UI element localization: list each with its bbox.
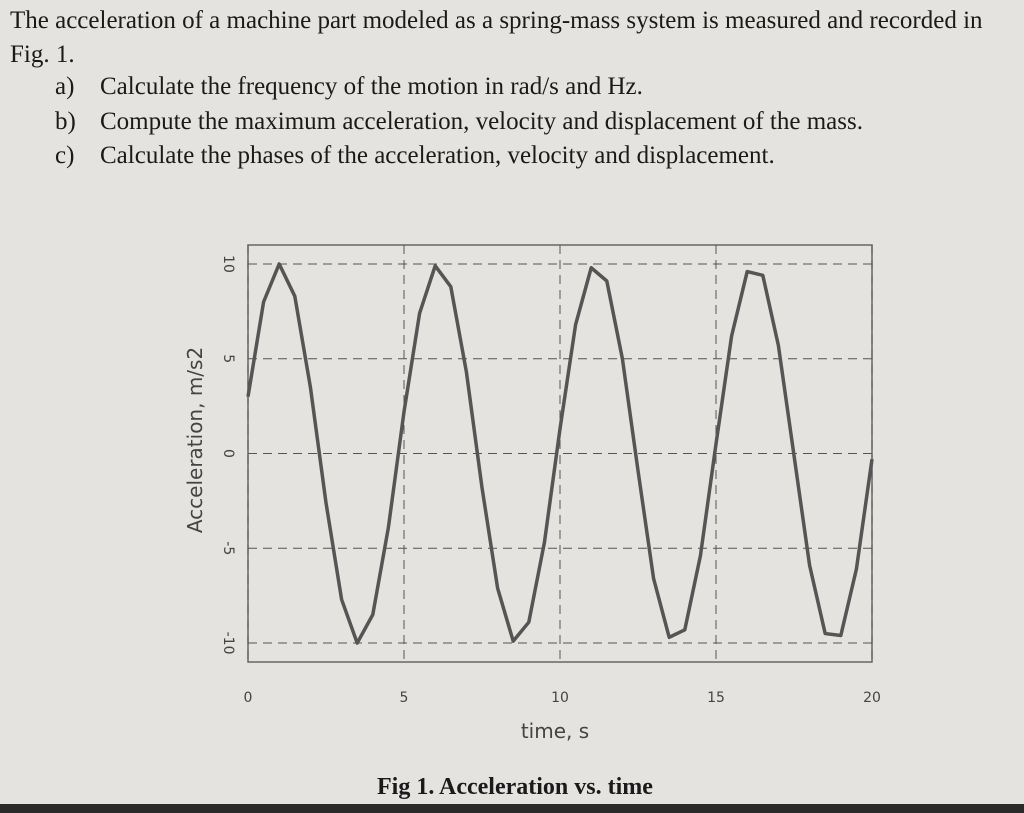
x-axis-label: time, s — [521, 719, 589, 743]
bottom-edge — [0, 804, 1024, 813]
part-label: b) — [55, 108, 76, 135]
x-tick-label: 5 — [400, 690, 409, 706]
part-label: c) — [55, 142, 75, 169]
y-tick-label: -5 — [220, 541, 236, 555]
y-axis-label: Acceleration, m/s2 — [183, 347, 207, 533]
y-tick-label: 10 — [220, 255, 236, 273]
y-tick-label: 0 — [220, 449, 236, 458]
question-intro: The acceleration of a machine part model… — [10, 7, 983, 68]
part-text: Compute the maximum acceleration, veloci… — [100, 108, 863, 135]
x-tick-label: 0 — [244, 690, 253, 706]
part-text: Calculate the phases of the acceleration… — [100, 142, 775, 169]
x-tick-label: 15 — [707, 690, 725, 706]
x-tick-label: 20 — [863, 690, 881, 706]
x-tick-label: 10 — [551, 690, 569, 706]
y-tick-label: -10 — [220, 632, 236, 655]
part-text: Calculate the frequency of the motion in… — [100, 73, 643, 100]
part-label: a) — [55, 73, 75, 100]
y-tick-label: 5 — [220, 354, 236, 363]
data-line — [246, 262, 874, 645]
figure-caption: Fig 1. Acceleration vs. time — [377, 774, 653, 800]
